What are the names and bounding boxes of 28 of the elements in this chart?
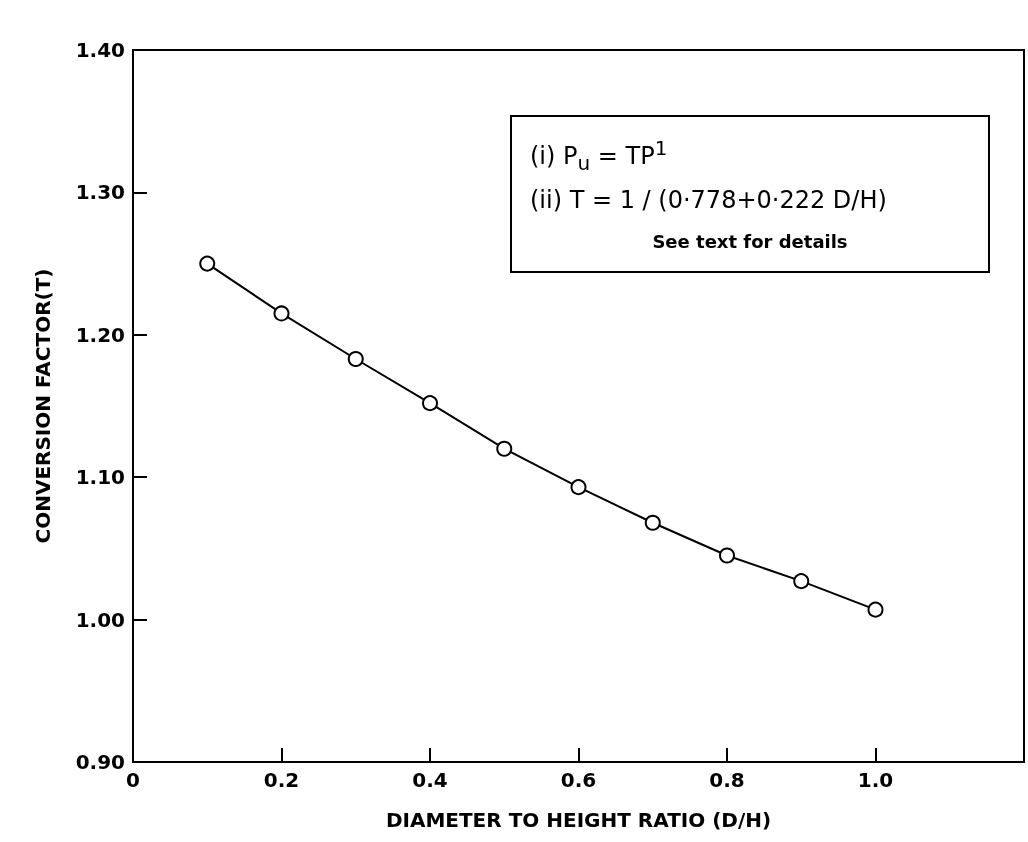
y-tick-label: 1.40 (75, 38, 125, 62)
y-tick-label: 0.90 (75, 750, 125, 774)
point (719, 547, 735, 564)
y-tick-label: 1.20 (75, 322, 125, 347)
y-tick-label: 1.00 (75, 607, 125, 632)
x-tick-label: 1.0 (857, 768, 894, 792)
point (644, 514, 661, 531)
x-axis-title: DIAMETER TO HEIGHT RATIO (D/H) (385, 808, 772, 832)
point (570, 479, 587, 496)
formula-box: (i) P$_{u}$ = TP$^{1}$ (ii) T = 1 / (0·778+0·222 D/H) See text for details (510, 115, 990, 274)
point (347, 351, 364, 367)
y-tick-label: 1.30 (75, 180, 125, 205)
point (199, 255, 216, 272)
y-tick-label: 1.10 (75, 465, 125, 490)
point (867, 601, 884, 618)
x-tick-label: 0.2 (263, 768, 300, 792)
annotation: (ii) T = 1 / (0·778+0·222 D/H) (530, 184, 888, 216)
annotation: (i) P$_{u}$ = TP$^{1}$ (530, 135, 669, 177)
y-axis-title: CONVERSION FACTOR(T) (31, 268, 55, 544)
point (793, 573, 810, 590)
x-tick-label: 0.6 (560, 768, 597, 792)
x-tick-label: 0.8 (709, 768, 745, 792)
annotation: See text for details (651, 229, 849, 254)
x-tick-label: 0 (126, 768, 140, 792)
x-tick-label: 0.4 (412, 768, 448, 792)
point (422, 395, 438, 412)
point (273, 305, 290, 322)
point (496, 440, 513, 457)
